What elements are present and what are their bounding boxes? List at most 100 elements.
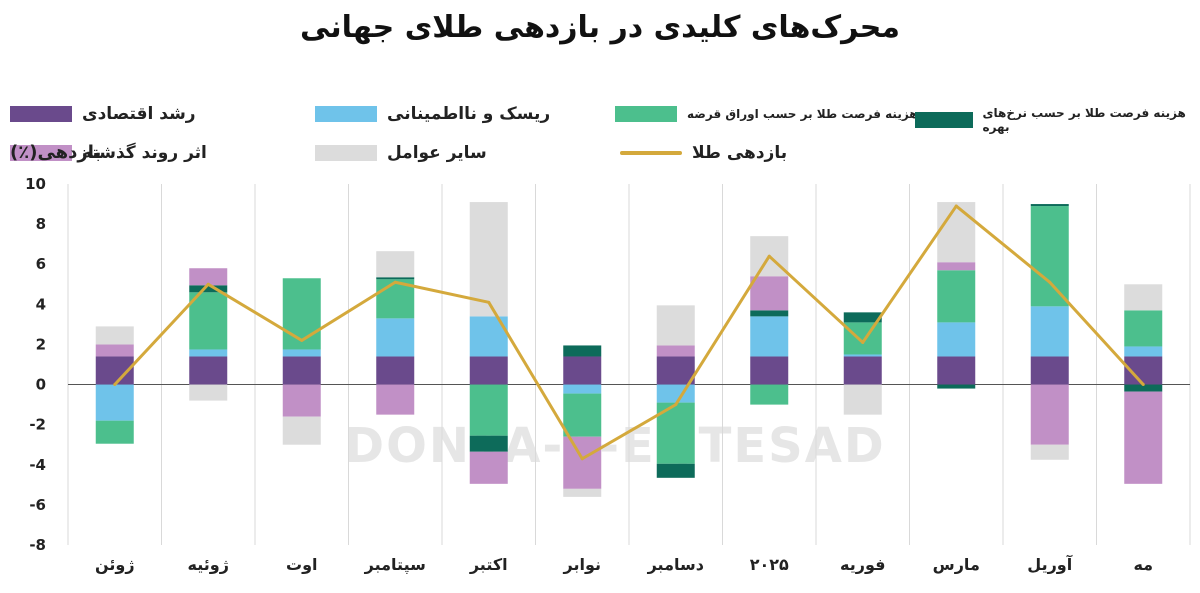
bars: [95, 202, 1163, 497]
line-point: [393, 280, 397, 284]
line-point: [1048, 280, 1052, 284]
legend-swatch: [315, 106, 377, 122]
bar-segment: [563, 436, 602, 489]
bar-segment: [656, 345, 695, 357]
bar-segment: [469, 451, 508, 484]
legend-item: رشد اقتصادی: [10, 104, 196, 124]
bar-segment: [937, 262, 976, 271]
y-tick-label: 8: [36, 215, 46, 233]
x-tick-label: نوابر: [563, 555, 601, 574]
legend-label: رشد اقتصادی: [82, 104, 196, 124]
line-point: [300, 338, 304, 342]
line-point: [113, 383, 117, 387]
bar-segment: [1124, 384, 1163, 392]
bar-segment: [1030, 356, 1069, 385]
bar-segment: [937, 322, 976, 357]
y-tick-label: -8: [29, 536, 46, 554]
legend-label: ریسک و نااطمینانی: [387, 104, 551, 124]
bar-segment: [937, 384, 976, 389]
x-tick-label: دسامبر: [647, 555, 704, 574]
bar-segment: [843, 356, 882, 385]
bar-segment: [750, 356, 789, 385]
bar-segment: [376, 356, 415, 385]
legend-swatch: [10, 106, 72, 122]
bar-segment: [189, 356, 228, 385]
y-tick-label: -2: [29, 416, 46, 434]
x-tick-label: فوریه: [840, 555, 885, 574]
bar-segment: [563, 384, 602, 394]
x-tick-label: ۲۰۲۵: [750, 555, 789, 574]
bar-segment: [282, 278, 321, 350]
bar-segment: [376, 277, 415, 280]
legend-item-line: بازدهی طلا: [620, 143, 787, 163]
line-path: [113, 204, 1145, 461]
y-tick-label: 0: [36, 376, 46, 394]
bar-segment: [1124, 284, 1163, 311]
x-ticks: ژوئن ژوئیه اوت سپتامبر اکتبر نوابر دسامبر ۲۰۲۵ ف…: [95, 554, 1153, 575]
bar-segment: [282, 349, 321, 357]
legend-item: هزینه فرصت طلا بر حسب نرخ‌های بهره: [915, 106, 1200, 134]
bar-segment: [469, 384, 508, 436]
line-point: [861, 340, 865, 344]
line-point: [674, 403, 678, 407]
bar-segment: [937, 270, 976, 323]
legend-label: هزینه فرصت طلا بر حسب اوراق قرضه: [687, 107, 918, 121]
bar-segment: [189, 384, 228, 401]
y-tick-label: 4: [36, 295, 46, 313]
grid: [67, 184, 1191, 545]
x-tick-label: آوریل: [1027, 554, 1072, 574]
gold-return-line: [113, 204, 1145, 461]
bar-segment: [1124, 391, 1163, 484]
legend-label: اثر روند گذشته: [82, 143, 207, 163]
bar-segment: [189, 349, 228, 357]
bar-segment: [469, 356, 508, 385]
legend-label: سایر عوامل: [387, 143, 487, 163]
x-tick-label: ژوئیه: [188, 555, 229, 574]
line-point: [1141, 383, 1145, 387]
y-axis-label: بازدهی(٪): [10, 142, 102, 163]
y-tick-label: -4: [29, 456, 46, 474]
line-point: [767, 254, 771, 258]
legend-swatch: [615, 106, 677, 122]
bar-segment: [1030, 204, 1069, 207]
bar-segment: [937, 356, 976, 385]
bar-segment: [1030, 206, 1069, 307]
bar-segment: [282, 384, 321, 417]
legend-swatch: [315, 145, 377, 161]
bar-segment: [95, 384, 134, 421]
x-tick-label: مارس: [933, 555, 980, 574]
bar-segment: [750, 316, 789, 357]
bar-segment: [563, 356, 602, 385]
bar-segment: [95, 326, 134, 345]
bar-segment: [95, 420, 134, 444]
legend-item: سایر عوامل: [315, 143, 487, 163]
bar-segment: [843, 322, 882, 355]
line-point: [206, 282, 210, 286]
bar-segment: [189, 268, 228, 286]
bar-segment: [282, 416, 321, 445]
x-tick-label: مه: [1133, 555, 1153, 574]
bar-segment: [750, 384, 789, 405]
bar-segment: [563, 345, 602, 357]
bar-segment: [1030, 444, 1069, 460]
bar-segment: [95, 344, 134, 357]
legend-swatch: [915, 112, 973, 128]
chart-title: محرک‌های کلیدی در بازدهی طلای جهانی: [300, 10, 900, 45]
bar-segment: [937, 202, 976, 263]
y-tick-label: 10: [25, 175, 46, 193]
watermark: DONYA-E-EQTESAD: [344, 418, 885, 474]
bar-segment: [563, 488, 602, 497]
bar-segment: [1124, 310, 1163, 347]
bar-segment: [189, 292, 228, 350]
bar-segment: [282, 356, 321, 385]
line-point: [954, 204, 958, 208]
legend-line-swatch: [620, 151, 682, 155]
bar-segment: [656, 305, 695, 346]
legend-item: هزینه فرصت طلا بر حسب اوراق قرضه: [615, 106, 918, 122]
bar-segment: [843, 384, 882, 415]
legend-swatch: [10, 145, 72, 161]
legend-item: اثر روند گذشته: [10, 143, 207, 163]
legend-label: بازدهی طلا: [692, 143, 788, 163]
bar-segment: [189, 285, 228, 293]
